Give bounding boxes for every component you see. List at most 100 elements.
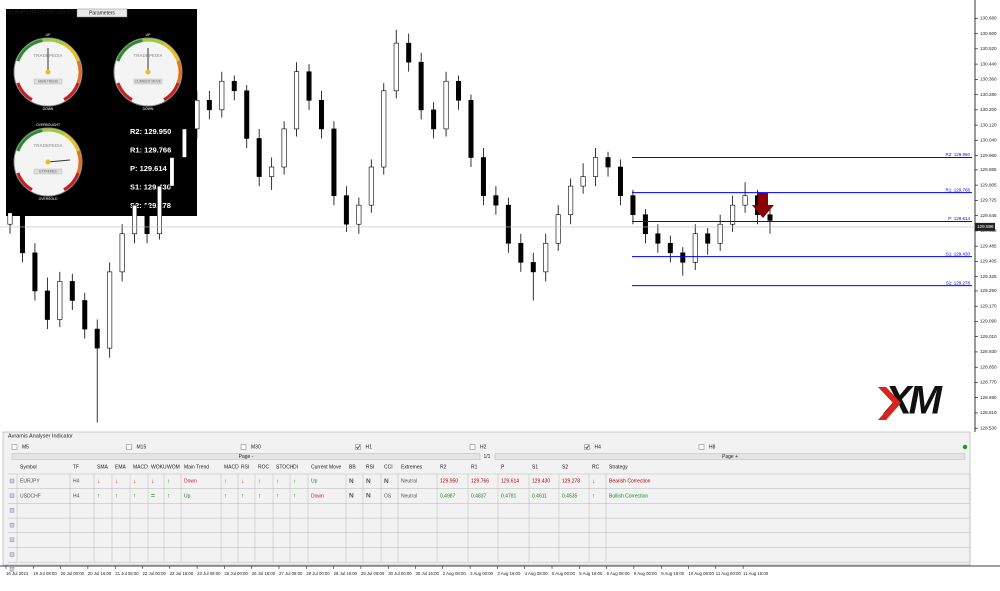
candle-body [543, 242, 549, 273]
candle-body [181, 128, 187, 158]
gauge-arc [163, 82, 180, 102]
page-next-button[interactable] [494, 453, 966, 460]
column-header: Extremes [401, 464, 423, 470]
candle-body [530, 262, 536, 273]
timeframe-checkbox[interactable] [240, 444, 247, 450]
candle-body [107, 271, 113, 349]
column-header: S1 [532, 464, 538, 470]
gauge-arc [16, 82, 33, 102]
table-cell: Bullish Correction [609, 493, 648, 499]
candle-body [692, 233, 698, 263]
gauge-hub [45, 159, 51, 165]
table-cell: EURJPY [20, 479, 40, 485]
table-cell: ↑ [224, 493, 227, 500]
candle-body [605, 157, 611, 168]
y-tick-label: 130.520 [980, 46, 997, 51]
table-cell: ↑ [258, 493, 261, 500]
gauge-label-box [33, 168, 63, 175]
candle-body [730, 204, 736, 225]
y-tick-label: 130.040 [980, 138, 997, 143]
page-prev: Page - [239, 454, 254, 460]
candle-body [480, 157, 486, 196]
table-cell: 129.278 [562, 479, 580, 485]
table-cell: ↑ [276, 478, 279, 485]
gauge-arc [42, 38, 65, 46]
table-cell: H4 [73, 493, 80, 499]
column-header: STOCH [276, 464, 294, 470]
signal-arrow [752, 193, 774, 218]
column-header: CCI [384, 464, 393, 470]
x-tick-label: 3 Aug 16:00 [497, 571, 521, 576]
timeframe-label: H2 [480, 445, 487, 451]
y-tick-label: 130.200 [980, 107, 997, 112]
candle-body [505, 204, 511, 244]
x-tick-label: 16 Jul 2021 [6, 571, 29, 576]
timeframe-checkbox[interactable] [469, 444, 476, 450]
candle-body [57, 281, 63, 320]
gauge-label: EXTREMES [39, 169, 57, 173]
table-cell: ↑ [224, 478, 227, 485]
x-tick-label: 9 Aug 16:00 [661, 571, 685, 576]
panel-title: Avramis Analyser Indicator [8, 433, 73, 439]
candle-body [518, 242, 524, 263]
column-header: MACD [133, 464, 148, 470]
x-tick-label: 30 Jul 16:00 [416, 571, 440, 576]
column-header: BB [349, 464, 356, 470]
y-tick-label: 129.725 [980, 198, 997, 203]
table-cell: 0.4781 [501, 493, 517, 499]
x-tick-label: 19 Jul 08:00 [33, 571, 57, 576]
timeframe-checkbox[interactable] [584, 444, 590, 450]
row-icon [9, 522, 15, 528]
table-cell: 129.950 [440, 479, 458, 485]
timeframe-checkbox[interactable] [11, 444, 18, 450]
y-tick-label: 129.250 [980, 288, 997, 293]
timeframe-checkbox[interactable] [126, 444, 132, 450]
column-header: R1 [471, 464, 478, 470]
current-price-label: 129.586 [977, 224, 994, 229]
dashboard-pivot: S1: 129.430 [130, 182, 171, 191]
timeframe-label: H8 [709, 445, 716, 451]
candle-body [119, 233, 125, 273]
column-header: RC [592, 464, 600, 470]
table-cell: ↓ [241, 478, 244, 485]
parameters-button-label[interactable]: Parameters [89, 10, 115, 16]
table-cell: 0.4611 [532, 493, 547, 499]
table-cell: Bearish Correction [609, 479, 651, 485]
y-tick-label: 130.280 [980, 92, 997, 97]
x-tick-label: 9 Aug 00:00 [634, 571, 658, 576]
table-cell: ↑ [167, 493, 170, 500]
table-cell: ↑ [97, 493, 100, 500]
candle-body [219, 80, 225, 111]
gauge-arc [16, 172, 33, 192]
timeframe-checkbox[interactable] [355, 444, 361, 450]
candle-body [742, 195, 748, 206]
candle-body [306, 71, 312, 101]
table-cell: = [151, 493, 155, 500]
column-header: Main Trend [184, 464, 209, 470]
candle-body [381, 90, 387, 168]
x-tick-label: 29 Jul 08:00 [361, 571, 385, 576]
candle-body [593, 157, 599, 177]
dashboard: TRADEPEDIAMAIN TRENDUPDOWNTRADEPEDIACURR… [6, 9, 197, 216]
checkmark [356, 445, 361, 450]
timeframe-checkbox[interactable] [698, 444, 705, 450]
table-cell: ↑ [592, 493, 595, 500]
candle-body [456, 80, 462, 101]
gauge-arc [163, 42, 180, 62]
gauge-top: UP [146, 33, 151, 37]
parameters-button[interactable] [76, 8, 128, 18]
y-tick-label: 129.010 [980, 334, 997, 339]
table-cell: N [349, 493, 354, 500]
gauge-arc [42, 128, 65, 136]
column-header: Strategy [609, 464, 628, 470]
status-dot [962, 444, 968, 450]
timeframe-label: M30 [251, 445, 261, 451]
candle-body [705, 233, 711, 244]
candle-body [69, 281, 75, 301]
candle-body [144, 204, 150, 235]
page-prev-button[interactable] [11, 453, 481, 460]
table-cell: ↑ [241, 493, 244, 500]
gauge-arc [76, 150, 82, 174]
y-tick-label: 130.680 [980, 16, 997, 21]
